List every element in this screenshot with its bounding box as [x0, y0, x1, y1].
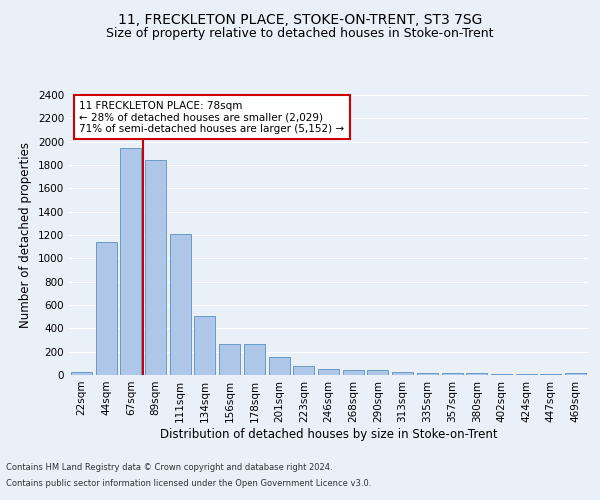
Bar — [318, 369, 339, 375]
Text: 11 FRECKLETON PLACE: 78sqm
← 28% of detached houses are smaller (2,029)
71% of s: 11 FRECKLETON PLACE: 78sqm ← 28% of deta… — [79, 100, 344, 134]
Bar — [491, 374, 512, 375]
Bar — [417, 373, 438, 375]
Bar — [219, 344, 240, 375]
Bar — [71, 372, 92, 375]
Bar — [565, 373, 586, 375]
Bar — [541, 374, 562, 375]
Y-axis label: Number of detached properties: Number of detached properties — [19, 142, 32, 328]
Bar — [343, 370, 364, 375]
Text: Contains public sector information licensed under the Open Government Licence v3: Contains public sector information licen… — [6, 478, 371, 488]
Bar — [145, 160, 166, 375]
Bar — [170, 234, 191, 375]
Bar — [95, 242, 116, 375]
X-axis label: Distribution of detached houses by size in Stoke-on-Trent: Distribution of detached houses by size … — [160, 428, 497, 440]
Bar — [442, 373, 463, 375]
Bar — [120, 148, 141, 375]
Text: Contains HM Land Registry data © Crown copyright and database right 2024.: Contains HM Land Registry data © Crown c… — [6, 464, 332, 472]
Bar — [466, 373, 487, 375]
Bar — [516, 374, 537, 375]
Bar — [269, 357, 290, 375]
Bar — [392, 372, 413, 375]
Bar — [194, 316, 215, 375]
Text: Size of property relative to detached houses in Stoke-on-Trent: Size of property relative to detached ho… — [106, 28, 494, 40]
Text: 11, FRECKLETON PLACE, STOKE-ON-TRENT, ST3 7SG: 11, FRECKLETON PLACE, STOKE-ON-TRENT, ST… — [118, 12, 482, 26]
Bar — [244, 344, 265, 375]
Bar — [293, 366, 314, 375]
Bar — [367, 370, 388, 375]
